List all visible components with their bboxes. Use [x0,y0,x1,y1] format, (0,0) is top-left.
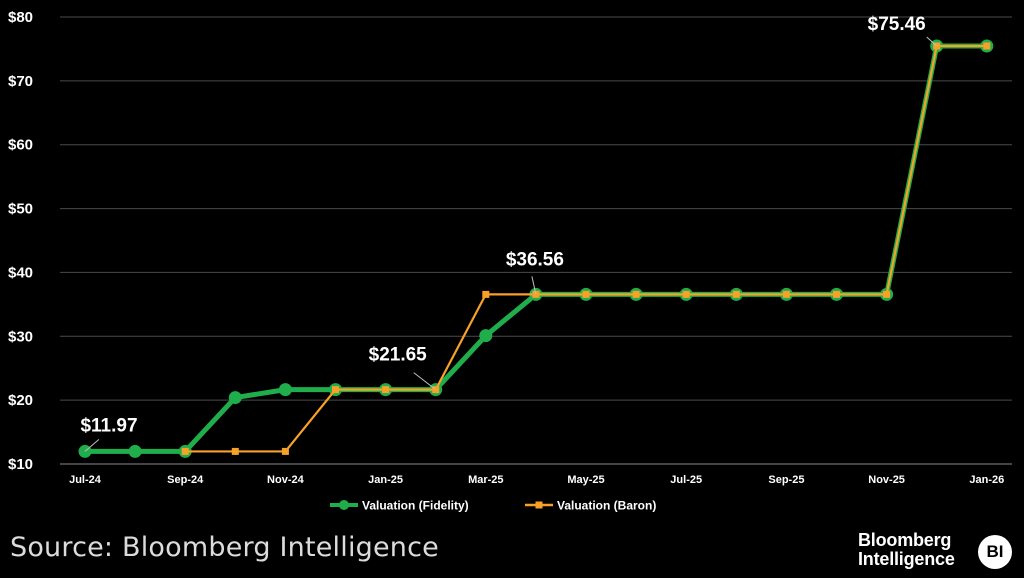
y-tick-label: $20 [8,392,33,409]
data-point [482,290,490,298]
data-point [682,290,690,298]
brand-wordmark: Bloomberg Intelligence [858,531,955,569]
data-point [231,447,239,455]
x-tick-label: May-25 [567,474,604,486]
data-point [281,447,289,455]
data-point [732,290,740,298]
legend-marker [339,500,349,510]
y-tick-label: $40 [8,264,33,281]
data-point [582,290,590,298]
data-point [632,290,640,298]
callout-leader [84,439,100,452]
x-tick-label: Sep-24 [167,474,204,486]
brand-line-1: Bloomberg [858,530,952,550]
data-point [278,383,292,397]
data-point [128,444,142,458]
bi-badge-icon: BI [978,535,1012,569]
x-tick-label: Jan-25 [368,474,403,486]
brand-line-2: Intelligence [858,549,955,569]
y-tick-label: $10 [8,456,33,473]
x-tick-label: Jan-26 [969,474,1004,486]
value-callout: $11.97 [80,415,137,436]
value-callout: $75.46 [868,14,926,35]
y-tick-label: $80 [8,9,33,26]
legend-label: Valuation (Fidelity) [362,499,469,513]
callout-leader [926,36,938,47]
y-tick-label: $70 [8,73,33,90]
data-point [782,290,790,298]
x-tick-label: Nov-25 [868,474,905,486]
value-callout: $21.65 [369,345,428,366]
y-tick-label: $60 [8,137,33,154]
legend-label: Valuation (Baron) [557,499,656,513]
bloomberg-intelligence-logo: Bloomberg Intelligence BI [858,531,1018,575]
data-point [833,290,840,298]
legend-marker [535,501,543,509]
data-point [181,447,189,455]
y-tick-label: $50 [8,201,33,218]
x-tick-label: Jul-25 [670,474,702,486]
valuation-line-chart: $10 $20 $30 $40 $50 $60 $70 $80 Jul-24 Sep-24 Nov-… [8,9,1012,513]
x-tick-label: Sep-25 [768,474,804,486]
x-tick-label: Nov-24 [267,474,305,486]
x-tick-label: Jul-24 [69,474,102,486]
x-tick-label: Mar-25 [468,474,503,486]
data-point [479,329,493,343]
callout-leader [413,372,437,391]
y-tick-label: $30 [8,328,33,345]
data-point [382,386,390,394]
data-point [883,290,891,298]
callout-leader [531,276,537,295]
data-point [228,391,242,405]
data-point [983,42,991,50]
data-point [332,386,339,394]
source-note: Source: Bloomberg Intelligence [10,532,439,563]
value-callout: $36.56 [506,249,564,270]
